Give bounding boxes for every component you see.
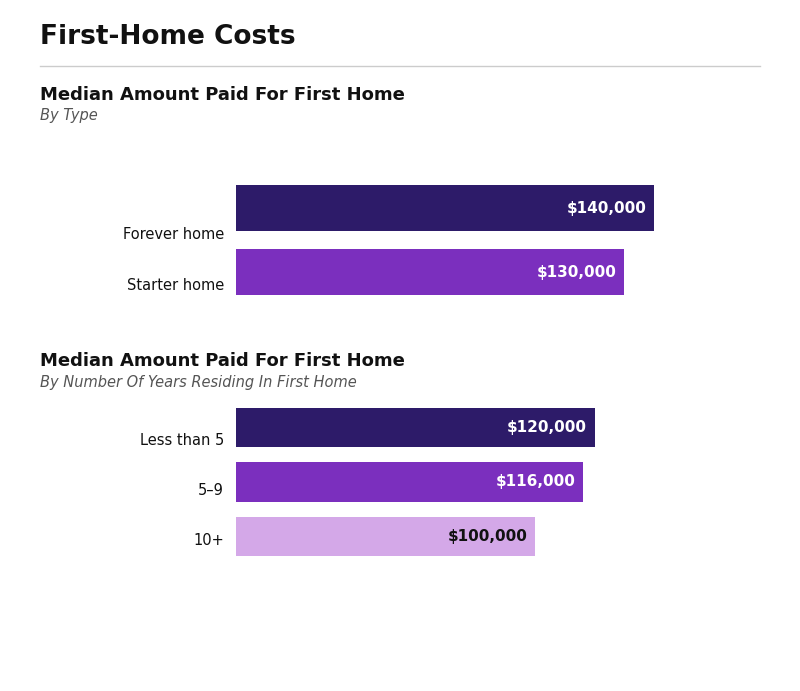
- Bar: [236, 517, 535, 556]
- Text: Less than 5: Less than 5: [140, 433, 224, 448]
- Text: Homes: Homes: [710, 661, 754, 674]
- Text: 10+: 10+: [194, 533, 224, 548]
- Bar: [236, 462, 582, 502]
- Text: 5–9: 5–9: [198, 483, 224, 498]
- Text: Forever home: Forever home: [122, 227, 224, 243]
- Text: First-Home Costs: First-Home Costs: [40, 24, 296, 50]
- Text: Source:: Source:: [32, 640, 92, 654]
- Text: By Number Of Years Residing In First Home: By Number Of Years Residing In First Hom…: [40, 375, 357, 390]
- Bar: [236, 185, 654, 231]
- Text: $100,000: $100,000: [447, 529, 527, 544]
- Text: Median Amount Paid For First Home: Median Amount Paid For First Home: [40, 352, 405, 370]
- Text: ROCKET: ROCKET: [702, 624, 762, 642]
- Text: $140,000: $140,000: [567, 200, 647, 216]
- Bar: [236, 249, 625, 295]
- Text: $130,000: $130,000: [537, 265, 617, 280]
- Text: Median Amount Paid For First Home: Median Amount Paid For First Home: [40, 86, 405, 104]
- Text: $120,000: $120,000: [507, 420, 587, 435]
- Text: Survey of 997 Americans: Survey of 997 Americans: [124, 640, 303, 654]
- Text: By Type: By Type: [40, 108, 98, 124]
- Bar: [236, 408, 594, 447]
- Text: $116,000: $116,000: [495, 475, 575, 489]
- Text: Starter home: Starter home: [126, 278, 224, 293]
